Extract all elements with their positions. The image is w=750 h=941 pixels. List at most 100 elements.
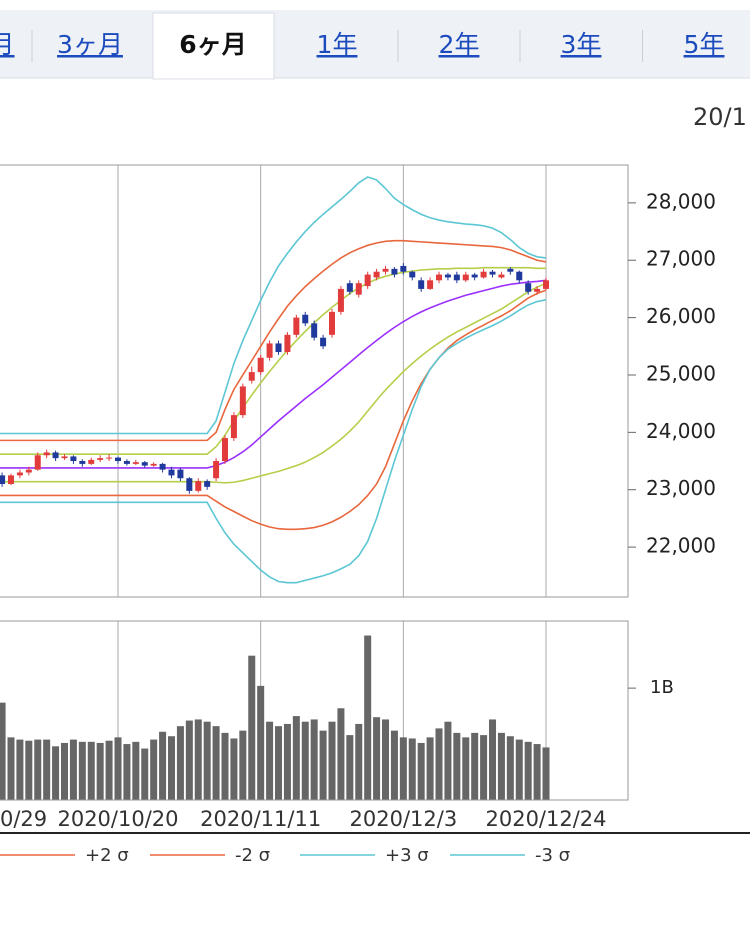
volume-bar (435, 728, 443, 800)
candle-body (471, 274, 478, 278)
volume-bar (310, 719, 318, 800)
candle-body (293, 317, 300, 335)
volume-bar (399, 737, 407, 800)
tab-label: 6ヶ月 (179, 30, 246, 59)
candle-body (462, 274, 469, 281)
volume-bar (203, 721, 211, 800)
volume-bar (542, 747, 550, 800)
selected-tab (152, 12, 275, 80)
candle-body (230, 415, 237, 439)
candle-body (141, 462, 148, 466)
volume-chart: 0/29 2020/10/20 2020/11/11 2020/12/3 2020/12… (0, 620, 674, 831)
candle-body (534, 288, 541, 292)
volume-bar (114, 737, 122, 800)
tab-label[interactable]: 2年 (439, 30, 480, 59)
volume-bar (34, 739, 42, 800)
legend-label: -3 σ (535, 845, 570, 866)
candle-body (311, 323, 318, 338)
candle-body (436, 274, 443, 281)
tab-label[interactable]: 1年 (317, 30, 358, 59)
x-tick-label: 2020/11/11 (200, 807, 321, 831)
volume-bar (69, 739, 77, 800)
candle-body (204, 481, 211, 487)
price-chart: 28,000 27,000 26,000 25,000 24,000 23,000 22,0… (0, 164, 716, 598)
candle-body (52, 452, 59, 459)
volume-bar (426, 737, 434, 800)
candle-body (115, 457, 121, 462)
band-line (0, 279, 547, 469)
candle-body (213, 461, 220, 479)
tabs: 月 3ヶ月 6ヶ月 1年 2年 3年 5年 (0, 12, 725, 80)
volume-bar (444, 721, 452, 800)
candle-body (516, 271, 523, 281)
y-tick-label: 24,000 (646, 419, 716, 443)
candle-body (61, 456, 68, 459)
candle-body (382, 268, 389, 272)
volume-bar (301, 721, 309, 800)
x-tick-label: 2020/12/24 (485, 807, 606, 831)
volume-bar (382, 719, 390, 800)
tab-label[interactable]: 3年 (561, 30, 602, 59)
candle-body (400, 265, 407, 272)
volume-bar (123, 744, 131, 800)
candle-body (346, 283, 353, 292)
candle-body (498, 274, 505, 278)
candle-body (248, 372, 255, 381)
volume-bar (471, 732, 479, 800)
band-line (0, 176, 547, 435)
volume-bar (16, 739, 24, 800)
volume-bar (159, 731, 167, 800)
y-tick-label: 1B (650, 677, 674, 698)
candle-body (275, 343, 282, 353)
candle-body (355, 283, 362, 295)
volume-bar (319, 730, 327, 800)
y-tick-label: 28,000 (646, 189, 716, 213)
volume-bar (390, 730, 398, 800)
candle-body (132, 462, 139, 464)
volume-bar (78, 741, 86, 800)
candle-body (391, 268, 398, 275)
volume-bar (52, 746, 60, 800)
tab-label[interactable]: 3ヶ月 (57, 30, 123, 59)
legend-label: +2 σ (85, 845, 129, 866)
y-tick-label: 23,000 (646, 476, 716, 500)
volume-bar (105, 740, 113, 800)
volume-bar (408, 738, 416, 800)
date-label: 20/1 (693, 103, 747, 131)
volume-bar (87, 741, 95, 800)
volume-bar (497, 732, 505, 800)
candle-body (266, 343, 273, 358)
candle-body (7, 475, 14, 484)
volume-bar (257, 685, 265, 800)
volume-bar (176, 726, 184, 800)
candle-body (150, 463, 157, 466)
volume-bar (462, 737, 470, 800)
band-line (0, 239, 547, 442)
volume-bar (417, 742, 425, 800)
candle-body (123, 461, 130, 464)
volume-bar (292, 716, 300, 800)
candle-body (177, 469, 184, 479)
candle-body (364, 274, 371, 287)
x-tick-label: 0/29 (0, 807, 47, 831)
y-tick-label: 25,000 (646, 361, 716, 385)
band-line (0, 266, 547, 455)
volume-bar (194, 719, 202, 800)
tab-label[interactable]: 月 (0, 30, 15, 59)
volume-bar (337, 708, 345, 800)
volume-bar (60, 742, 68, 800)
tab-label[interactable]: 5年 (684, 30, 725, 59)
candle-body (329, 311, 336, 335)
candle-body (88, 459, 95, 464)
candle-body (320, 337, 327, 347)
plot-frame (0, 164, 629, 598)
candle-body (25, 469, 32, 473)
volume-bar (346, 735, 354, 800)
volume-bar (132, 741, 140, 800)
volume-bar (212, 726, 220, 800)
candle-body (159, 463, 166, 470)
volume-bar (221, 732, 229, 800)
volume-bar (515, 739, 523, 800)
